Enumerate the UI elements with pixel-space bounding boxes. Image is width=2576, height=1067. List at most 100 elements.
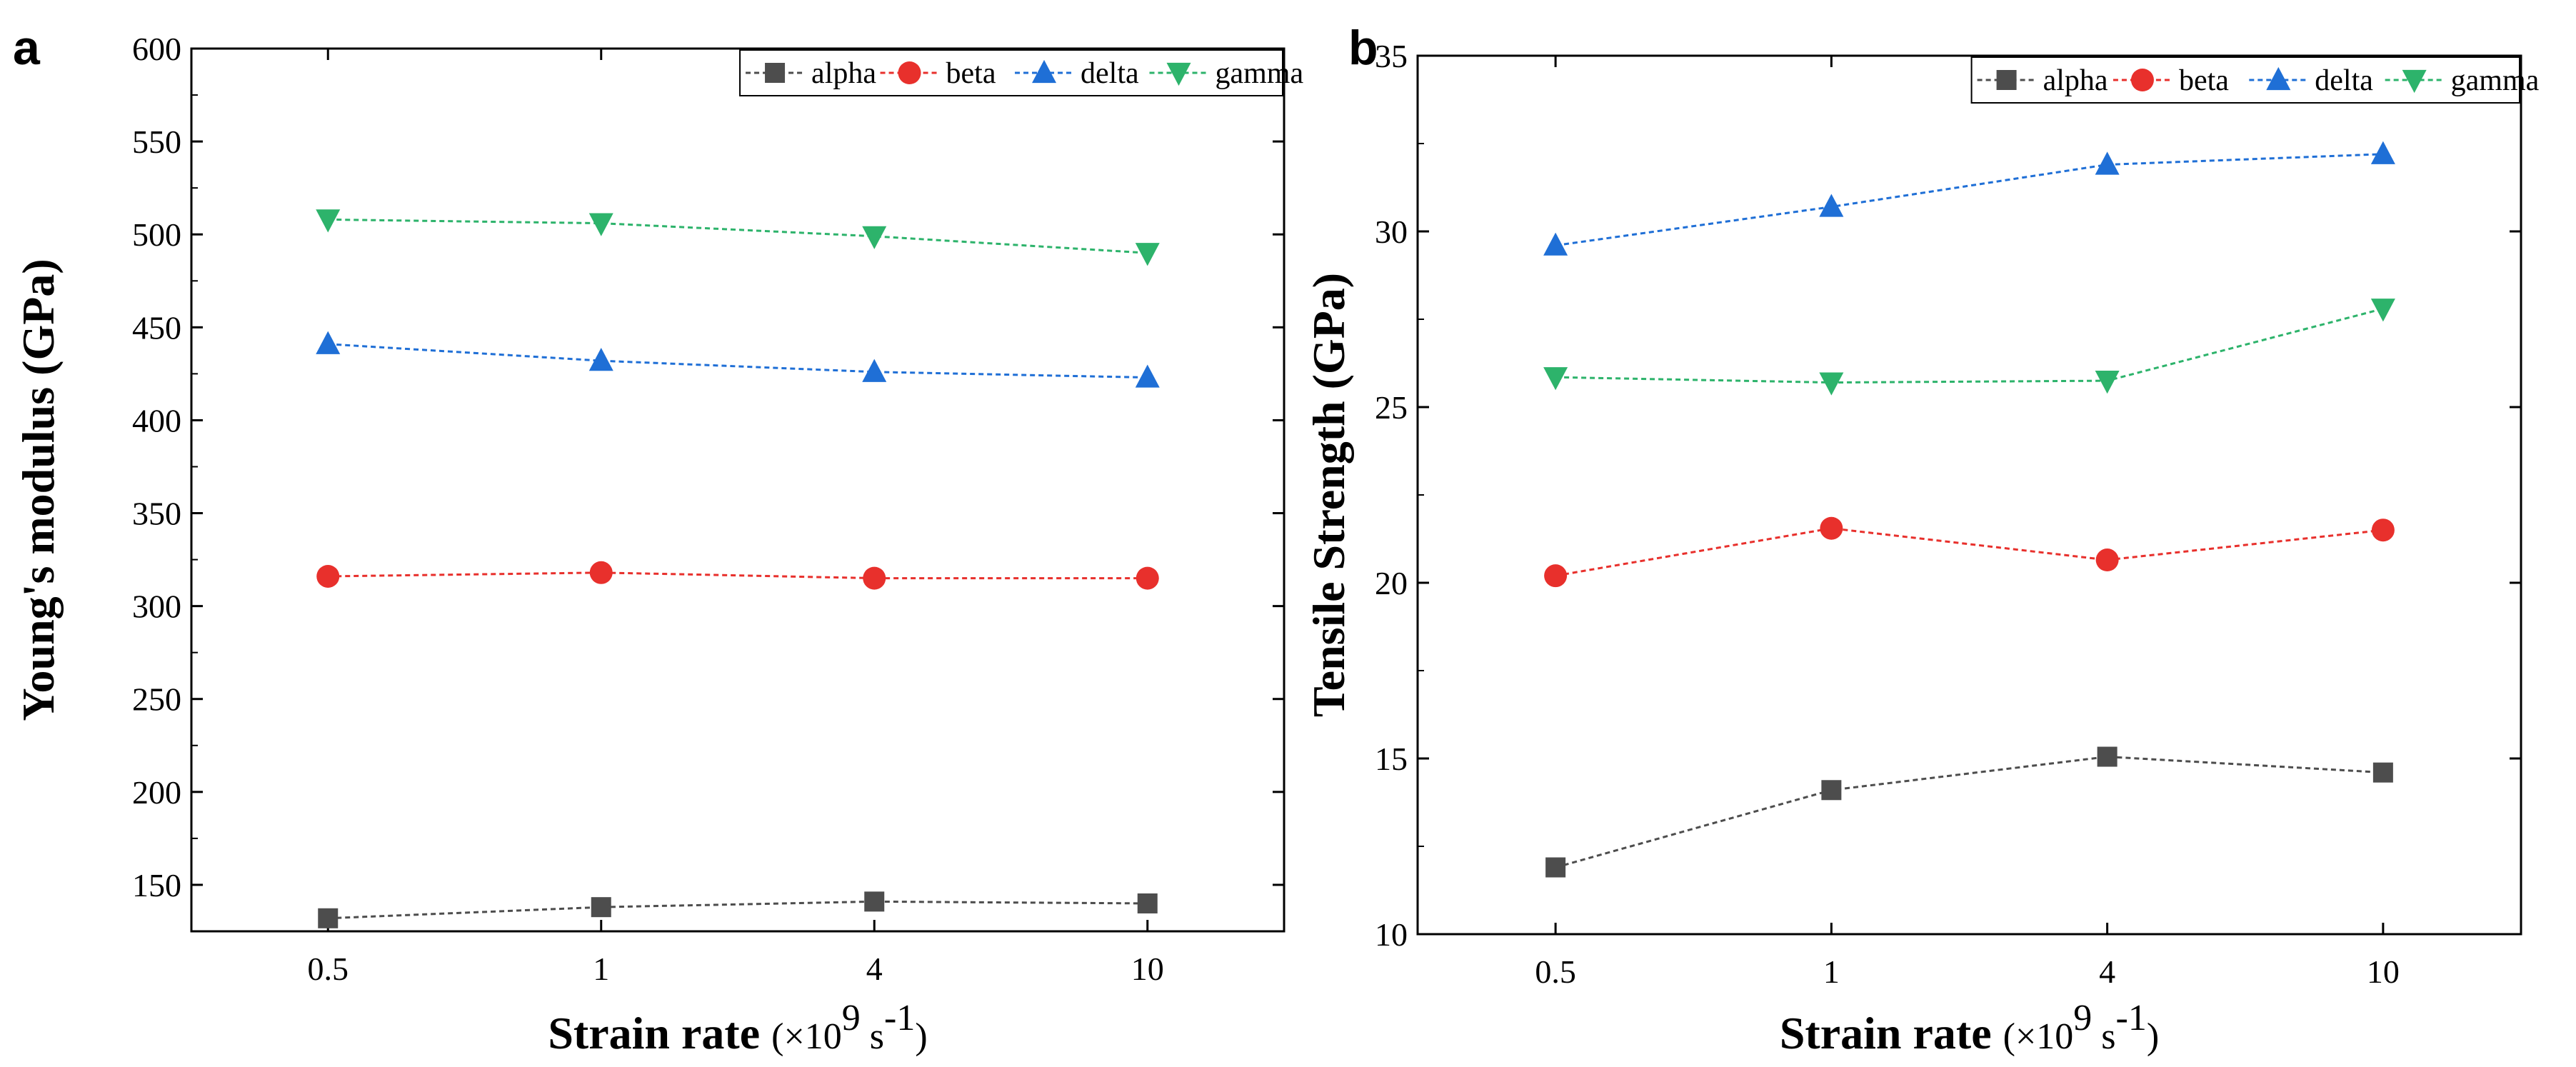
y-tick-label: 500 <box>132 216 181 253</box>
y-tick-label: 25 <box>1375 389 1408 426</box>
y-tick-label: 350 <box>132 496 181 532</box>
data-point-delta <box>1135 364 1160 388</box>
x-axis-label-space <box>760 1008 771 1058</box>
legend-marker-gamma <box>2402 69 2427 94</box>
y-tick-label: 150 <box>132 867 181 903</box>
legend-marker-beta <box>898 61 921 84</box>
y-tick-label: 30 <box>1375 214 1408 250</box>
series-beta <box>1544 516 2395 588</box>
x-axis-unit-suffix: ) <box>2147 1016 2159 1057</box>
series-line-beta <box>1555 527 2384 577</box>
data-point-delta <box>2370 141 2395 164</box>
data-point-alpha <box>1137 893 1158 913</box>
y-tick-label: 550 <box>132 124 181 160</box>
series-beta <box>316 561 1159 590</box>
x-axis-unit-mid: s <box>861 1016 884 1057</box>
data-point-gamma <box>2370 299 2395 322</box>
x-tick-label: 4 <box>866 951 883 987</box>
data-point-gamma <box>1819 372 1844 396</box>
data-point-alpha <box>591 897 611 918</box>
x-tick-label: 4 <box>2099 953 2115 990</box>
x-tick-label: 0.5 <box>308 951 349 987</box>
panel-letter: a <box>13 21 41 75</box>
series-line-alpha <box>328 900 1148 920</box>
data-point-beta <box>1136 566 1159 590</box>
data-point-beta <box>589 561 613 584</box>
x-tick-label: 1 <box>1823 953 1840 990</box>
panel-b: 10 15 20 25 30 35 0.5 1 4 10 alpha beta delta gamma b T… <box>1303 21 2540 1058</box>
plot-frame <box>1416 54 2522 936</box>
x-axis-unit-prefix: (×10 <box>771 1016 842 1057</box>
data-point-alpha <box>2097 746 2118 767</box>
y-axis-label: Tensile Strength (GPa) <box>1303 273 1354 717</box>
data-point-beta <box>2371 519 2395 542</box>
plot-frame <box>190 47 1286 933</box>
data-point-alpha <box>1821 780 1842 801</box>
x-tick-label: 10 <box>1131 951 1164 987</box>
y-axis-label: Young's modulus (GPa) <box>13 259 64 721</box>
y-tick-label: 15 <box>1375 741 1408 777</box>
data-point-delta <box>2095 151 2120 175</box>
y-tick-label: 200 <box>132 774 181 811</box>
data-point-gamma <box>1543 367 1568 391</box>
x-axis-unit-exponent-2: -1 <box>884 998 915 1038</box>
series-delta <box>316 331 1160 388</box>
x-tick-label: 0.5 <box>1535 953 1576 990</box>
series-alpha <box>1545 746 2393 878</box>
x-axis-unit-exponent: 9 <box>842 998 861 1038</box>
legend-marker-delta <box>1032 59 1057 84</box>
data-point-gamma <box>588 213 613 236</box>
data-point-alpha <box>864 891 885 912</box>
data-point-gamma <box>316 209 341 233</box>
x-tick-label: 1 <box>593 951 609 987</box>
legend-marker-delta <box>2266 66 2291 91</box>
x-axis-label-main: Strain rate <box>548 1008 760 1058</box>
x-tick-label: 10 <box>2367 953 2400 990</box>
legend-marker-gamma <box>1166 62 1191 86</box>
legend-marker-alpha <box>765 63 786 83</box>
data-point-beta <box>1820 516 1843 540</box>
series-delta <box>1543 141 2395 256</box>
data-point-gamma <box>2095 371 2120 394</box>
legend-box <box>739 49 1284 96</box>
y-tick-label: 450 <box>132 309 181 346</box>
data-point-alpha <box>2372 762 2393 783</box>
legend-marker-beta <box>2130 69 2154 91</box>
x-axis-label: Strain rate (×109 s-1) <box>548 998 927 1058</box>
x-axis-unit-prefix: (×10 <box>2003 1016 2074 1057</box>
panel-letter: b <box>1348 21 1378 75</box>
y-tick-label: 20 <box>1375 565 1408 601</box>
x-axis-label: Strain rate (×109 s-1) <box>1780 998 2159 1058</box>
series-line-gamma <box>328 218 1148 254</box>
series-line-delta <box>1555 153 2383 247</box>
data-point-beta <box>863 566 886 590</box>
y-tick-label: 250 <box>132 681 181 718</box>
data-point-delta <box>1819 194 1844 217</box>
legend-marker-alpha <box>1996 70 2017 90</box>
series-alpha <box>318 891 1158 928</box>
data-point-delta <box>862 359 887 382</box>
panel-a: 150 200 250 300 350 400 450 500 550 600 0.5 1 4 10 alp… <box>13 21 1303 1058</box>
x-axis-unit-exponent: 9 <box>2073 998 2092 1038</box>
x-axis-unit-mid: s <box>2092 1016 2115 1057</box>
legend-label-alpha: alpha <box>2043 64 2108 97</box>
data-point-beta <box>1544 564 1568 588</box>
y-tick-label: 600 <box>132 31 181 67</box>
y-tick-label: 300 <box>132 588 181 625</box>
legend-label-delta: delta <box>2315 64 2373 97</box>
x-axis-unit-suffix: ) <box>915 1016 927 1057</box>
data-point-gamma <box>862 226 887 249</box>
legend-label-beta: beta <box>2179 64 2229 97</box>
legend-label-gamma: gamma <box>1216 57 1304 90</box>
series-line-delta <box>328 343 1148 379</box>
data-point-beta <box>316 564 340 588</box>
x-axis-label-main: Strain rate <box>1780 1008 1992 1058</box>
y-tick-label: 400 <box>132 402 181 439</box>
legend-label-gamma: gamma <box>2451 64 2540 97</box>
series-line-beta <box>328 571 1148 580</box>
x-axis-unit-exponent-2: -1 <box>2116 998 2147 1038</box>
data-point-gamma <box>1135 243 1160 266</box>
series-gamma <box>316 209 1160 266</box>
series-line-gamma <box>1555 307 2384 384</box>
